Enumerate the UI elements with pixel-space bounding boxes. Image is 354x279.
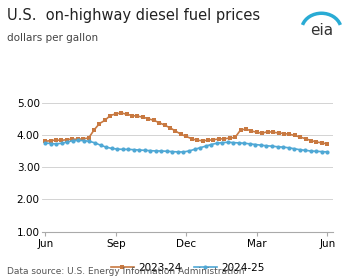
Text: Data source: U.S. Energy Information Administration: Data source: U.S. Energy Information Adm… xyxy=(7,267,245,276)
2024-25 xyxy=(225,141,230,144)
2024-25 xyxy=(76,139,80,142)
Line: 2024-25: 2024-25 xyxy=(43,138,330,154)
Text: eia: eia xyxy=(310,23,333,39)
2023-24 xyxy=(266,130,270,133)
2024-25 xyxy=(43,141,47,145)
Line: 2023-24: 2023-24 xyxy=(43,111,330,146)
2024-25 xyxy=(148,149,153,152)
2024-25 xyxy=(237,141,241,145)
Text: dollars per gallon: dollars per gallon xyxy=(7,33,98,44)
Legend: 2023-24, 2024-25: 2023-24, 2024-25 xyxy=(111,263,264,273)
2024-25 xyxy=(204,145,208,148)
2023-24 xyxy=(43,140,47,143)
2023-24 xyxy=(217,137,221,141)
2024-25 xyxy=(187,149,191,153)
2024-25 xyxy=(325,150,330,154)
2024-25 xyxy=(65,140,69,144)
2024-25 xyxy=(176,150,180,154)
2023-24 xyxy=(211,138,216,141)
2023-24 xyxy=(228,136,232,140)
2023-24 xyxy=(125,112,129,116)
2023-24 xyxy=(298,135,302,139)
Text: U.S.  on-highway diesel fuel prices: U.S. on-highway diesel fuel prices xyxy=(7,8,260,23)
2023-24 xyxy=(325,142,330,146)
2023-24 xyxy=(119,111,123,115)
